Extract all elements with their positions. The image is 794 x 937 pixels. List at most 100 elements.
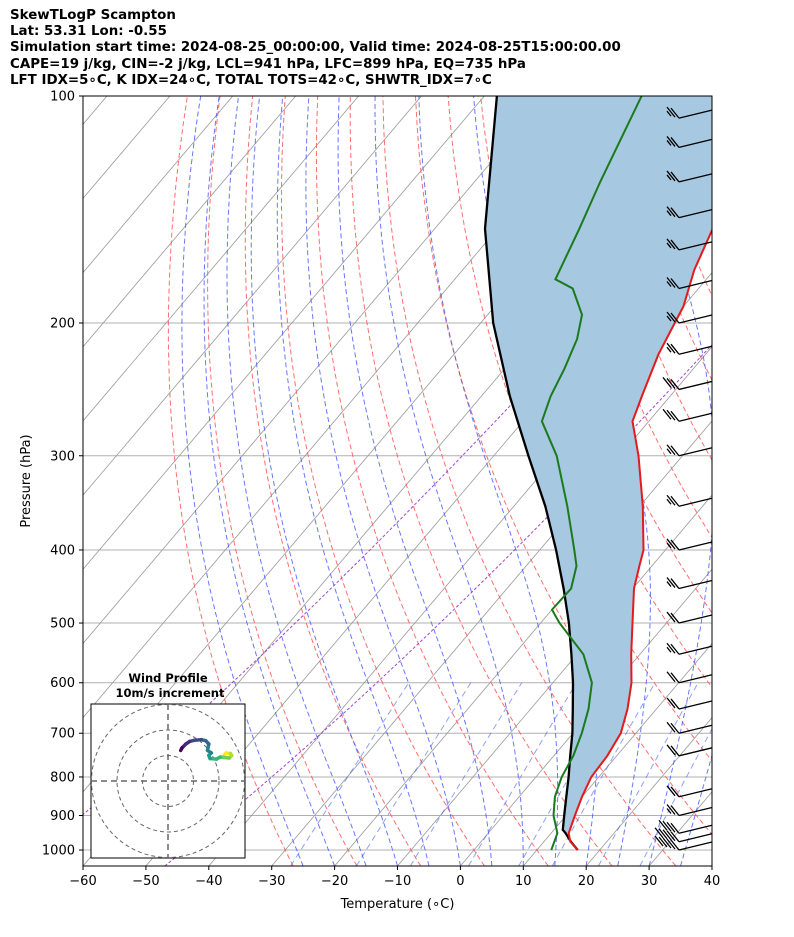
moist-adiabat-line bbox=[635, 96, 712, 866]
wind-barb-half-flag bbox=[666, 448, 672, 455]
wind-barb-flag bbox=[666, 277, 676, 288]
wind-barb-staff bbox=[678, 314, 713, 324]
wind-barb-flag bbox=[662, 837, 672, 849]
wind-barb-flag bbox=[666, 311, 676, 323]
wind-barb bbox=[666, 238, 713, 251]
wind-barb-staff bbox=[678, 788, 713, 798]
wind-barb-flag bbox=[666, 494, 676, 506]
dry-adiabat-line bbox=[207, 96, 358, 866]
wind-barb-staff bbox=[678, 833, 713, 843]
wind-barb-staff bbox=[678, 412, 713, 422]
wind-barb-flag bbox=[666, 206, 676, 218]
wind-barb-staff bbox=[678, 674, 713, 684]
wind-barb-flag bbox=[670, 445, 680, 457]
wind-barb-flag bbox=[658, 828, 668, 840]
x-tick-label: −50 bbox=[132, 874, 159, 889]
wind-barb-half-flag bbox=[666, 315, 672, 322]
wind-barb-staff bbox=[678, 700, 713, 710]
wind-barb-flag bbox=[670, 822, 680, 834]
wind-barb bbox=[666, 311, 713, 324]
wind-barb-flag bbox=[670, 578, 680, 589]
wind-barb-flag bbox=[670, 672, 680, 684]
mixing-ratio-line bbox=[597, 682, 699, 866]
wind-barb-flag bbox=[666, 744, 676, 756]
hodograph-inset: Wind Profile 10m/s increment bbox=[90, 671, 246, 859]
wind-barb-staff bbox=[678, 824, 713, 834]
wind-barb-staff bbox=[678, 614, 713, 624]
wind-barb-flag bbox=[666, 830, 676, 842]
dry-adiabat-line bbox=[244, 96, 422, 866]
wind-barb-flag bbox=[666, 671, 676, 683]
wind-barb bbox=[666, 206, 713, 219]
wind-barb-flag bbox=[670, 831, 680, 843]
wind-barb-flag bbox=[670, 786, 680, 798]
moist-adiabat-line bbox=[203, 96, 336, 866]
mixing-ratio-line bbox=[518, 682, 624, 866]
wind-barb-flag bbox=[662, 829, 672, 841]
wind-barb-flag bbox=[666, 721, 676, 733]
wind-barb-staff bbox=[678, 279, 713, 290]
axis-ticks: −60 −50 −40 −30 −20 −10 0 10 20 30 40 100 200 300 400 5… bbox=[42, 90, 720, 890]
x-tick-label: 20 bbox=[578, 874, 595, 889]
wind-barb-flag bbox=[658, 836, 668, 848]
dry-adiabat-line bbox=[741, 96, 794, 866]
x-tick-label: −30 bbox=[258, 874, 285, 889]
moist-adiabat-line bbox=[181, 96, 304, 866]
wind-barb-staff bbox=[678, 579, 713, 590]
parcel-trace-line bbox=[483, 96, 579, 851]
moist-adiabat-line bbox=[226, 96, 367, 866]
wind-barb bbox=[666, 744, 713, 757]
wind-barb-flag bbox=[670, 745, 680, 757]
wind-barb-flag bbox=[666, 838, 676, 850]
wind-barb bbox=[666, 642, 713, 655]
isotherm-line bbox=[585, 717, 712, 866]
wind-barb-flag bbox=[666, 577, 676, 588]
moist-adiabat-line bbox=[374, 96, 524, 866]
x-tick-label: 10 bbox=[515, 874, 532, 889]
wind-barb-flag bbox=[670, 207, 680, 219]
mixing-ratio-line bbox=[290, 682, 410, 866]
wind-barb-flag bbox=[654, 835, 664, 847]
wind-barb-flag bbox=[658, 819, 668, 831]
wind-barb bbox=[666, 697, 713, 710]
wind-barb-staff bbox=[678, 497, 713, 507]
wind-barb-staff bbox=[678, 841, 713, 851]
dry-adiabat-line bbox=[480, 96, 712, 689]
isotherm-line bbox=[83, 96, 422, 496]
moist-adiabat-line bbox=[711, 864, 712, 866]
moist-adiabat-line bbox=[250, 96, 398, 866]
wind-barb-flag bbox=[670, 343, 680, 355]
y-tick-label: 400 bbox=[50, 543, 75, 558]
wind-barb-flag bbox=[666, 642, 676, 654]
wind-barb-half-flag bbox=[666, 281, 672, 287]
wind-barb-half-flag bbox=[666, 542, 672, 549]
wind-barb-flag bbox=[670, 239, 680, 251]
wind-barb-flag bbox=[666, 378, 676, 389]
wind-barb-half-flag bbox=[666, 210, 672, 217]
dry-adiabat-line bbox=[315, 96, 549, 866]
x-tick-label: 0 bbox=[456, 874, 464, 889]
wind-barb-flag bbox=[666, 409, 676, 421]
mixing-ratio-line bbox=[409, 682, 523, 866]
wind-barb-flag bbox=[662, 820, 672, 832]
y-tick-label: 1000 bbox=[42, 844, 75, 859]
wind-barb-flag bbox=[670, 171, 680, 183]
wind-barb-flag bbox=[670, 278, 680, 289]
mixing-ratio-line bbox=[355, 682, 472, 866]
y-tick-label: 200 bbox=[50, 316, 75, 331]
wind-barb bbox=[666, 671, 713, 684]
wind-barb-half-flag bbox=[666, 808, 672, 814]
wind-barb-flag bbox=[670, 539, 680, 551]
chart-title-block: SkewTLogP Scampton Lat: 53.31 Lon: -0.55… bbox=[10, 8, 621, 89]
dry-adiabat-line bbox=[415, 96, 712, 836]
isotherm-line bbox=[83, 96, 485, 570]
x-tick-label: −60 bbox=[69, 874, 96, 889]
dry-adiabat-line bbox=[280, 96, 485, 866]
special-adiabat-line bbox=[83, 185, 712, 816]
wind-barb bbox=[658, 819, 713, 834]
wind-barb bbox=[666, 721, 713, 734]
wind-barb-flag bbox=[670, 107, 680, 119]
cape-area bbox=[485, 96, 712, 834]
wind-barb-flag bbox=[666, 611, 676, 623]
